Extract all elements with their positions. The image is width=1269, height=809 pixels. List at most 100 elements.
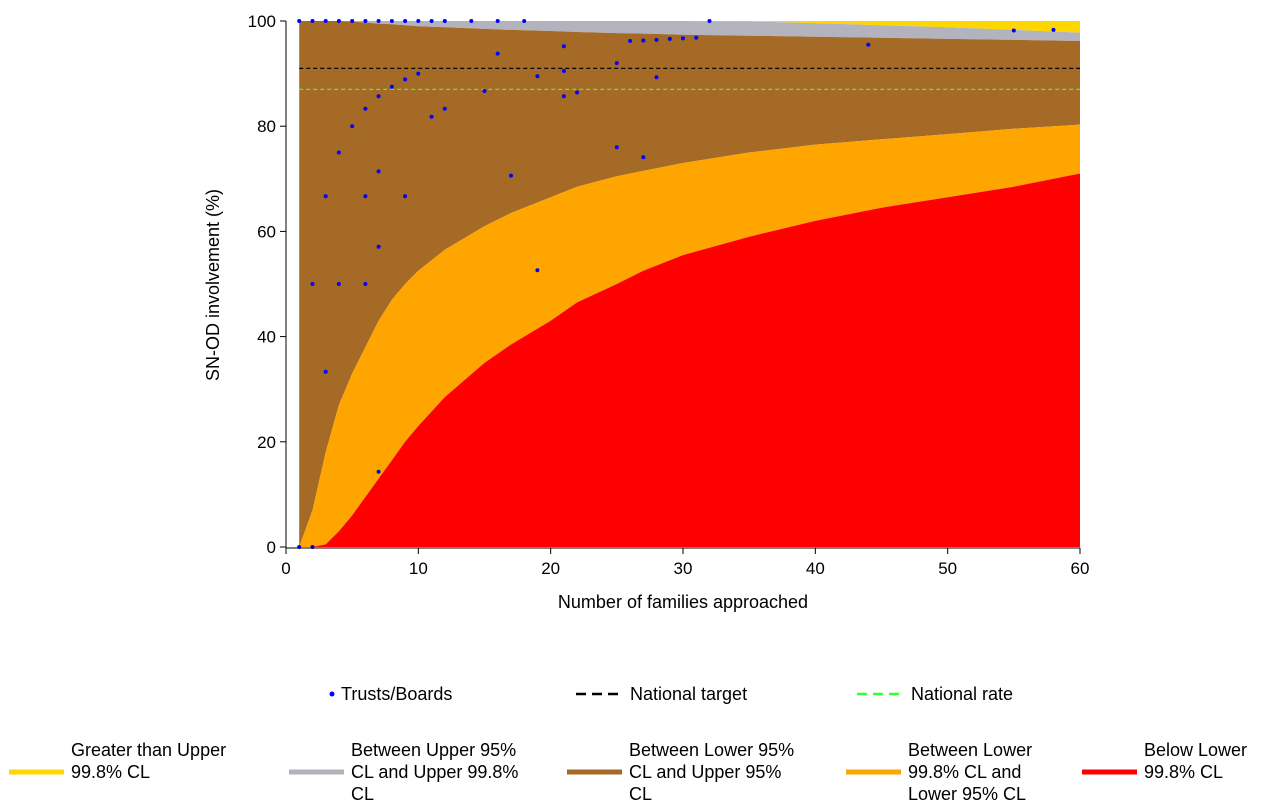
plot-area — [297, 19, 1080, 549]
legend-label: Between Lower 95% CL and Upper 95% CL — [629, 740, 794, 804]
y-tick-label: 80 — [257, 117, 276, 136]
legend-label-line: 99.8% CL — [71, 762, 150, 782]
data-point — [376, 94, 381, 99]
data-point — [363, 282, 368, 286]
data-point — [654, 37, 659, 42]
legend-label-line: Below Lower — [1144, 740, 1247, 760]
data-point — [654, 75, 659, 80]
data-point — [509, 173, 513, 178]
legend-label: National rate — [911, 684, 1013, 704]
data-point — [442, 19, 447, 23]
legend-label: National target — [630, 684, 747, 704]
legend-marker-trusts — [329, 691, 335, 697]
data-point — [310, 282, 315, 286]
data-point — [866, 42, 871, 47]
x-tick-label: 50 — [938, 559, 957, 578]
legend-label-line: CL — [351, 784, 374, 804]
data-point — [575, 90, 580, 95]
data-point — [628, 39, 633, 43]
data-point — [429, 19, 434, 23]
axes: 0 20 40 60 80 100 0 10 20 30 40 50 60 — [248, 12, 1090, 578]
data-point — [681, 36, 685, 41]
data-point — [495, 51, 500, 56]
band-upper-95-to-99-8 — [299, 21, 1080, 41]
data-point — [323, 369, 328, 374]
data-point — [1011, 28, 1016, 33]
data-point — [522, 19, 527, 23]
data-point — [561, 69, 566, 73]
band-lower-99-8-to-95 — [299, 124, 1080, 547]
legend-label-line: Between Upper 95% — [351, 740, 516, 760]
legend-label: Between Upper 95% CL and Upper 99.8% CL — [351, 740, 518, 804]
x-tick-label: 40 — [806, 559, 825, 578]
data-point — [310, 19, 315, 23]
x-tick-label: 10 — [409, 559, 428, 578]
data-point — [336, 150, 341, 155]
y-tick-label: 20 — [257, 433, 276, 452]
legend-label-line: Lower 95% CL — [908, 784, 1026, 804]
legend: Trusts/Boards National target National rat… — [9, 684, 1247, 804]
data-point — [469, 19, 474, 23]
data-point — [297, 19, 302, 23]
x-tick-label: 20 — [541, 559, 560, 578]
legend-label: Trusts/Boards — [341, 684, 452, 704]
data-point — [1051, 27, 1056, 32]
legend-label: Between Lower 99.8% CL and Lower 95% CL — [908, 740, 1032, 804]
legend-label-line: 99.8% CL and — [908, 762, 1021, 782]
data-point — [363, 106, 368, 111]
legend-label-line: Between Lower 95% — [629, 740, 794, 760]
x-tick-label: 60 — [1071, 559, 1090, 578]
data-point — [403, 19, 408, 23]
y-tick-label: 40 — [257, 328, 276, 347]
data-point — [641, 38, 646, 43]
y-tick-label: 60 — [257, 222, 276, 241]
y-axis-title: SN-OD involvement (%) — [203, 189, 223, 381]
data-point — [561, 44, 566, 49]
data-point — [416, 19, 421, 23]
data-point — [535, 74, 540, 79]
legend-label-line: CL — [629, 784, 652, 804]
data-point — [694, 35, 699, 40]
data-point — [403, 194, 408, 199]
data-point — [667, 36, 672, 41]
legend-label-line: 99.8% CL — [1144, 762, 1223, 782]
data-point — [376, 244, 381, 249]
band-above-upper-99-8 — [299, 21, 1080, 33]
data-point — [363, 194, 368, 199]
band-below-lower-99-8 — [299, 173, 1080, 547]
data-point — [336, 282, 341, 286]
y-tick-label: 100 — [248, 12, 276, 31]
data-point — [416, 71, 421, 76]
data-point — [495, 19, 500, 23]
data-point — [336, 19, 341, 23]
data-point — [376, 19, 381, 23]
data-point — [561, 94, 566, 99]
x-axis-title: Number of families approached — [558, 592, 808, 612]
data-point — [614, 61, 619, 66]
data-point — [363, 19, 368, 23]
x-tick-label: 0 — [281, 559, 290, 578]
data-point — [350, 19, 355, 23]
legend-label-line: Between Lower — [908, 740, 1032, 760]
data-point — [429, 114, 434, 119]
data-point — [707, 19, 712, 23]
x-tick-label: 30 — [674, 559, 693, 578]
data-point — [641, 155, 646, 160]
data-point — [376, 469, 381, 474]
data-point — [614, 145, 619, 150]
band-within-95 — [299, 21, 1080, 547]
y-tick-label: 0 — [267, 538, 276, 557]
data-point — [442, 106, 447, 111]
data-point — [389, 19, 394, 23]
legend-label-line: CL and Upper 95% — [629, 762, 781, 782]
legend-label: Greater than Upper 99.8% CL — [71, 740, 226, 782]
data-point — [389, 84, 394, 89]
data-point — [482, 89, 487, 93]
legend-label-line: Greater than Upper — [71, 740, 226, 760]
data-point — [403, 77, 408, 82]
data-point — [376, 169, 381, 174]
legend-label: Below Lower 99.8% CL — [1144, 740, 1247, 782]
legend-label-line: CL and Upper 99.8% — [351, 762, 518, 782]
data-point — [535, 268, 540, 273]
